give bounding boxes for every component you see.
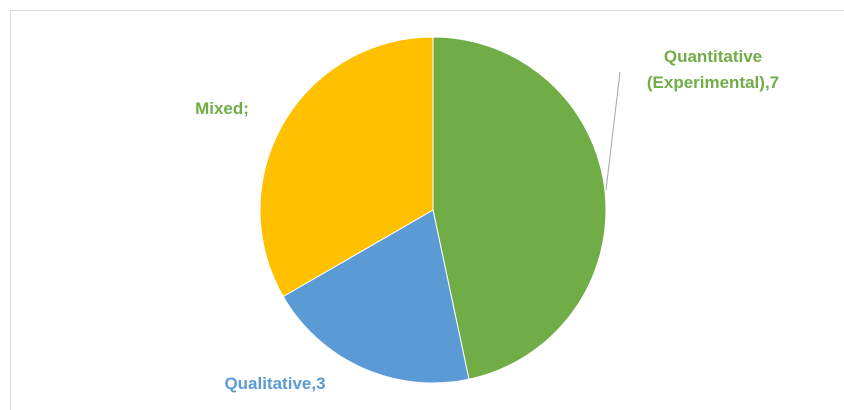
pie-slices: [259, 36, 607, 384]
pie-slice-quantitative-experimental: [432, 36, 607, 380]
data-labels: Quantitative (Experimental),7 Qualitative,…: [195, 47, 779, 393]
pie-slice-qualitative: [282, 209, 470, 384]
leader-line-quantitative: [605, 71, 621, 191]
pie-chart: Quantitative (Experimental),7 Qualitative,…: [195, 36, 779, 393]
pie-slice-mixed: [259, 36, 434, 298]
data-label-quantitative-experimental: Quantitative (Experimental),7: [647, 47, 779, 92]
data-label-mixed: Mixed;: [195, 99, 249, 118]
data-label-qualitative: Qualitative,3: [224, 374, 325, 393]
